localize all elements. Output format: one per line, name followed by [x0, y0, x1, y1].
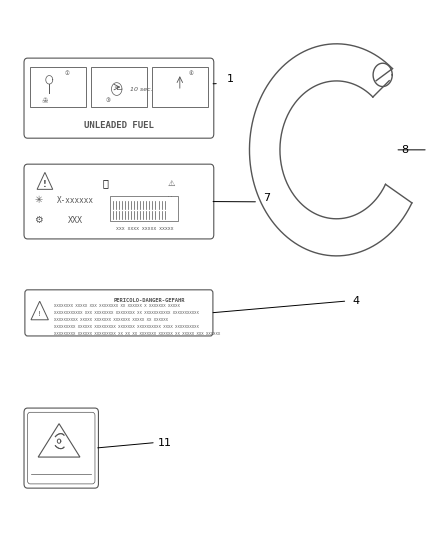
Text: XXXXXXXXX XXXXXX XXXXXXXXX XX XX XX XXXXXXX XXXXXX XX XXXXX XXX XXXXXX: XXXXXXXXX XXXXXX XXXXXXXXX XX XX XX XXXX…	[53, 332, 220, 336]
Text: !: !	[38, 311, 41, 317]
Text: x.xxx Kg: x.xxx Kg	[140, 196, 177, 205]
Text: ④: ④	[188, 71, 193, 76]
Bar	[91, 67, 147, 107]
FancyBboxPatch shape	[24, 408, 99, 488]
Text: ⚙: ⚙	[34, 215, 43, 225]
Text: xxx xxxx xxxxx xxxxx: xxx xxxx xxxxx xxxxx	[116, 226, 174, 231]
Bar	[110, 196, 178, 221]
Text: 8: 8	[401, 145, 408, 155]
Text: 11: 11	[158, 438, 172, 448]
Text: 7: 7	[263, 192, 270, 203]
Text: PERICOLO-DANGER-GEFAHR: PERICOLO-DANGER-GEFAHR	[113, 297, 185, 303]
Text: X-xxxxxx: X-xxxxxx	[57, 196, 94, 205]
Bar	[30, 67, 86, 107]
Text: ⚠: ⚠	[167, 179, 175, 188]
FancyBboxPatch shape	[24, 58, 214, 138]
Text: XXXXXXXXXX XXXXX XXXXXXX XXXXXXX XXXXX XX XXXXXX: XXXXXXXXXX XXXXX XXXXXXX XXXXXXX XXXXX X…	[53, 318, 168, 322]
Text: XXX: XXX	[68, 216, 83, 224]
Text: !: !	[43, 180, 47, 189]
Text: ✳: ✳	[34, 195, 42, 205]
Text: ▭: ▭	[42, 98, 48, 104]
Text: ①: ①	[64, 71, 69, 76]
Text: ③: ③	[106, 99, 110, 103]
Bar	[152, 67, 208, 107]
Text: 1: 1	[227, 74, 234, 84]
Text: UNLEADED FUEL: UNLEADED FUEL	[84, 121, 154, 130]
Text: 10 sec.: 10 sec.	[130, 86, 152, 92]
Text: ②: ②	[42, 99, 47, 103]
FancyBboxPatch shape	[24, 164, 214, 239]
FancyBboxPatch shape	[25, 290, 213, 336]
Text: XXXXXXXX XXXXX XXX XXXXXXXX XX XXXXXX X XXXXXXX XXXXX: XXXXXXXX XXXXX XXX XXXXXXXX XX XXXXXX X …	[53, 304, 180, 308]
Text: XXXXXXXXXXXX XXX XXXXXXXX XXXXXXXX XX XXXXXXXXXXX XXXXXXXXXXX: XXXXXXXXXXXX XXX XXXXXXXX XXXXXXXX XX XX…	[53, 311, 198, 315]
FancyBboxPatch shape	[28, 413, 95, 484]
Text: 🔥: 🔥	[103, 178, 109, 188]
Text: XXXXXXXXX XXXXXX XXXXXXXXX XXXXXXX XXXXXXXXXX XXXX XXXXXXXXXX: XXXXXXXXX XXXXXX XXXXXXXXX XXXXXXX XXXXX…	[53, 325, 198, 329]
Text: 4: 4	[353, 296, 360, 306]
